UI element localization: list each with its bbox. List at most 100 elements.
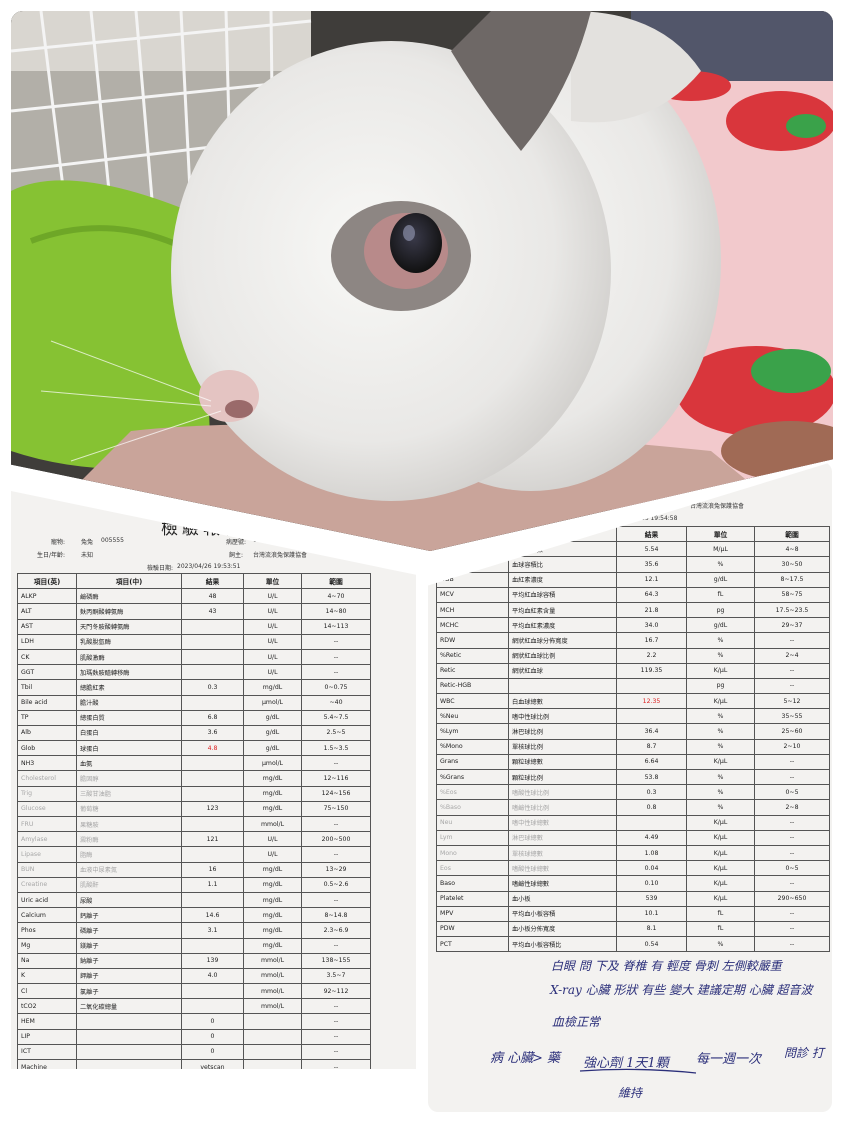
item-en: Lipase (17, 846, 77, 863)
item-zh: 鎂離子 (76, 937, 182, 954)
handwritten-note-4a: 病 心臟 (490, 1051, 534, 1066)
result-value: 0.8 (616, 799, 687, 816)
item-en: Creatine (17, 876, 77, 893)
item-en: Cholesterol (17, 770, 77, 787)
result-value: 21.8 (616, 601, 687, 619)
item-en: tCO2 (17, 998, 77, 1015)
table-row: Retic-HGB pg -- (436, 677, 830, 695)
report-title: 檢驗報告 (161, 519, 245, 539)
unit: g/dL (686, 571, 755, 588)
item-zh: 麩丙酮酸轉氨酶 (76, 603, 182, 620)
reference-range: 2.3~6.9 (301, 922, 371, 939)
item-zh: 顆粒球總數 (508, 753, 617, 771)
unit: U/L (243, 633, 302, 650)
result-value: 12.35 (616, 693, 687, 710)
item-zh: 尿酸 (76, 891, 182, 909)
result-value (181, 983, 244, 1000)
result-value: 6.8 (181, 709, 244, 726)
reference-range: 2~8 (754, 799, 830, 816)
table-row: HCT 血球容積比 35.6% 30~50 (436, 556, 830, 573)
item-en: Na (17, 952, 77, 969)
handwritten-note-4d: 每一週一次 (696, 1052, 762, 1067)
item-zh (76, 1043, 182, 1061)
handwritten-underline (579, 1068, 697, 1074)
result-value (616, 677, 687, 695)
table-row: %Grans 顆粒球比例 53.8% -- (436, 768, 830, 786)
item-en: %Grans (436, 768, 509, 786)
item-zh: 鉀離子 (76, 967, 182, 985)
item-en: FRU (17, 815, 77, 833)
owner-value: 台灣流浪兔保護協會 (690, 503, 745, 510)
reference-range: 1.5~3.5 (301, 740, 371, 757)
result-value (181, 815, 244, 833)
result-value: 0.10 (616, 875, 687, 892)
reference-range: 4~8 (754, 541, 830, 558)
result-value: 539 (616, 890, 687, 907)
item-zh: 總膽紅素 (76, 679, 182, 696)
result-value (181, 694, 244, 711)
result-value (181, 755, 244, 772)
item-zh: 血小板分佈寬度 (508, 920, 617, 938)
table-row: Calcium 鈣離子 14.6 mg/dL 8~14.8 (17, 907, 371, 924)
item-en: Neu (436, 814, 509, 831)
item-zh: 嗜酸性球比例 (508, 784, 617, 801)
item-en: Bile acid (17, 694, 77, 711)
result-value: 4.8 (181, 740, 244, 757)
unit: K/μL (686, 844, 755, 862)
item-zh: 鈉離子 (76, 952, 182, 969)
item-zh: 鹼磷酶 (76, 588, 182, 605)
unit: K/μL (686, 693, 755, 710)
table-row: Cholesterol 膽固醇 mg/dL 12~116 (17, 770, 371, 787)
result-value (181, 664, 244, 681)
unit: K/μL (686, 829, 755, 846)
unit: % (686, 738, 755, 755)
chemistry-table: 項目(英) 項目(中) 結果 單位 範圍 ALKP 鹼磷酶 48 U/L 4~70 ALT 麩丙酮酸轉… (17, 572, 371, 1069)
unit: K/μL (686, 875, 755, 892)
clinic-title: (中興)梅 (97, 491, 154, 507)
result-value: 1.1 (181, 876, 244, 893)
item-en: PCT (436, 936, 509, 953)
result-value: 2.2 (616, 647, 687, 664)
column-header: 結果 (181, 572, 244, 590)
item-zh: 總蛋白質 (76, 709, 182, 726)
column-header: 單位 (243, 572, 302, 590)
item-zh: 加瑪麩胺醯轉移酶 (76, 664, 182, 681)
result-value: 48 (181, 588, 244, 605)
result-value: 64.3 (616, 586, 687, 603)
reference-range: 8~17.5 (754, 571, 830, 588)
reference-range: 0~5 (754, 860, 830, 877)
chart-label: 病歷號: (226, 539, 247, 546)
item-zh: 淋巴球比例 (508, 723, 617, 740)
table-row: %Retic 網狀紅血球比例 2.2% 2~4 (436, 647, 830, 664)
unit: mg/dL (243, 876, 302, 893)
table-row: Alb 白蛋白 3.6 g/dL 2.5~5 (17, 724, 371, 742)
reference-range: -- (754, 632, 830, 649)
item-en: Trig (17, 785, 77, 802)
item-zh: 澱粉酶 (76, 831, 182, 848)
item-en: Lym (436, 829, 509, 846)
item-zh: 磷離子 (76, 922, 182, 939)
table-row: ICT 0 -- (17, 1043, 371, 1061)
result-value: 8.7 (616, 738, 687, 755)
table-row: Trig 三酸甘油脂 mg/dL 124~156 (17, 785, 371, 802)
item-en: K (17, 967, 77, 985)
result-value: 139 (181, 952, 244, 969)
item-en: Grans (436, 753, 509, 771)
table-row: ALT 麩丙酮酸轉氨酶 43 U/L 14~80 (17, 603, 371, 620)
reference-range: 17.5~23.5 (754, 601, 830, 619)
unit: U/L (243, 664, 302, 681)
item-en: Tbil (17, 679, 77, 696)
handwritten-note-5: 維持 (618, 1086, 643, 1100)
reference-range: -- (754, 814, 830, 831)
table-row: Eos 嗜酸性球總數 0.04 K/μL 0~5 (436, 860, 830, 877)
reference-range: -- (301, 633, 371, 650)
reference-range: -- (301, 664, 371, 681)
result-value (181, 846, 244, 863)
result-value: 4.0 (181, 967, 244, 985)
item-en: %Baso (436, 799, 509, 816)
table-row: Glucose 葡萄糖 123 mg/dL 75~150 (17, 800, 371, 818)
reference-range: 3.5~7 (301, 967, 371, 985)
unit: g/dL (243, 724, 302, 742)
result-value (181, 770, 244, 787)
result-value (181, 648, 244, 666)
